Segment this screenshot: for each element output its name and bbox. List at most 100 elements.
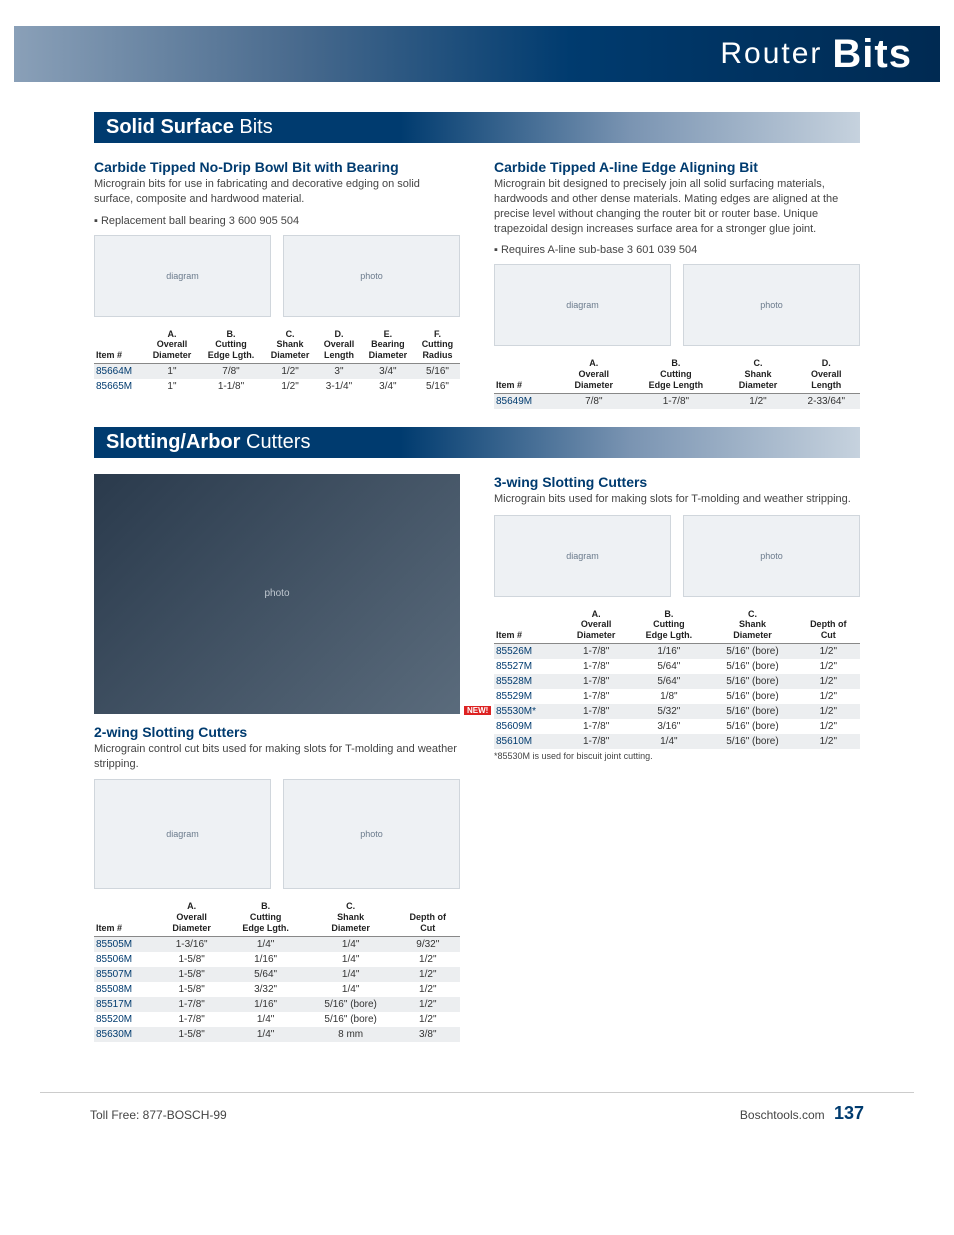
table-row: 85609M1-7/8"3/16"5/16" (bore)1/2" (494, 719, 860, 734)
section-title-light: Bits (234, 116, 273, 138)
table-cell: 2-33/64" (793, 393, 860, 409)
table-cell: 85664M (94, 364, 145, 380)
table-cell: 1/2" (797, 689, 860, 704)
table-row: 85520M1-7/8"1/4"5/16" (bore)1/2" (94, 1012, 460, 1027)
table-cell: 1/2" (263, 379, 317, 394)
table-cell: 1/4" (306, 967, 396, 982)
table-header: B.CuttingEdge Lgth. (199, 327, 263, 364)
table-row: 85649M7/8"1-7/8"1/2"2-33/64" (494, 393, 860, 409)
table-cell: 1/2" (723, 393, 792, 409)
page-header: Router Bits (14, 26, 940, 82)
slotting3-desc: Micrograin bits used for making slots fo… (494, 492, 860, 507)
table-row: 85505M1-3/16"1/4"1/4"9/32" (94, 936, 460, 952)
slotting2-block: photo 2-wing Slotting Cutters Micrograin… (94, 474, 460, 1042)
table-header: C.ShankDiameter (723, 356, 792, 393)
table-cell: 1/4" (225, 1012, 305, 1027)
table-cell: 3/32" (225, 982, 305, 997)
footer-phone: Toll Free: 877-BOSCH-99 (90, 1108, 227, 1122)
table-cell: 1-5/8" (158, 1027, 226, 1042)
table-cell: 9/32" (396, 936, 460, 952)
table-cell: 1/4" (306, 982, 396, 997)
slotting3-sample: photo (683, 515, 860, 597)
slotting-photo: photo (94, 474, 460, 714)
table-cell: 1-1/8" (199, 379, 263, 394)
slotting3-title: 3-wing Slotting Cutters (494, 474, 860, 490)
table-row: 85665M1"1-1/8"1/2"3-1/4"3/4"5/16" (94, 379, 460, 394)
table-cell: 85505M (94, 936, 158, 952)
table-header: B.CuttingEdge Length (628, 356, 723, 393)
slotting2-sample: photo (283, 779, 460, 889)
table-cell: 85649M (494, 393, 559, 409)
nodrip-table: Item #A.OverallDiameterB.CuttingEdge Lgt… (94, 327, 460, 394)
table-header: Item # (494, 356, 559, 393)
nodrip-photo: photo (283, 235, 460, 317)
table-cell: 1/16" (629, 644, 708, 660)
table-cell: 85517M (94, 997, 158, 1012)
table-cell: 3-1/4" (317, 379, 361, 394)
table-cell: 1/2" (797, 674, 860, 689)
table-header: Depth ofCut (396, 899, 460, 936)
table-header: A.OverallDiameter (563, 607, 630, 644)
table-cell: 1/4" (306, 952, 396, 967)
table-cell: 1-3/16" (158, 936, 226, 952)
table-header: A.OverallDiameter (158, 899, 226, 936)
slotting3-diagram: diagram (494, 515, 671, 597)
slotting3-table: Item #A.OverallDiameterB.CuttingEdge Lgt… (494, 607, 860, 749)
page-number: 137 (834, 1103, 864, 1123)
slotting3-block: 3-wing Slotting Cutters Micrograin bits … (494, 474, 860, 1042)
table-row: 85508M1-5/8"3/32"1/4"1/2" (94, 982, 460, 997)
table-cell: 1-7/8" (563, 674, 630, 689)
table-cell: 1-5/8" (158, 967, 226, 982)
nodrip-diagram: diagram (94, 235, 271, 317)
table-cell: NEW!85530M* (494, 704, 563, 719)
table-header: Item # (94, 327, 145, 364)
nodrip-block: Carbide Tipped No-Drip Bowl Bit with Bea… (94, 159, 460, 409)
table-cell: 1/2" (396, 997, 460, 1012)
section2-title-light: Cutters (240, 431, 310, 453)
table-header: B.CuttingEdge Lgth. (629, 607, 708, 644)
table-header: E.BearingDiameter (361, 327, 415, 364)
slotting2-desc: Micrograin control cut bits used for mak… (94, 742, 460, 772)
table-cell: 5/16" (415, 379, 460, 394)
aline-bullet: Requires A-line sub-base 3 601 039 504 (494, 244, 860, 256)
footer-right: Boschtools.com 137 (740, 1103, 864, 1124)
nodrip-bullet: Replacement ball bearing 3 600 905 504 (94, 215, 460, 227)
header-title-bold: Bits (832, 32, 912, 77)
slotting2-table: Item #A.OverallDiameterB.CuttingEdge Lgt… (94, 899, 460, 1041)
table-cell: 5/16" (bore) (306, 1012, 396, 1027)
aline-photo: photo (683, 264, 860, 346)
footer-url: Boschtools.com (740, 1108, 825, 1122)
table-cell: 1/2" (797, 659, 860, 674)
table-cell: 1/2" (263, 364, 317, 380)
table-header: C.ShankDiameter (708, 607, 796, 644)
table-row: 85526M1-7/8"1/16"5/16" (bore)1/2" (494, 644, 860, 660)
table-cell: 1/2" (797, 719, 860, 734)
table-cell: 1/4" (629, 734, 708, 749)
table-cell: 85630M (94, 1027, 158, 1042)
table-cell: 5/16" (bore) (708, 644, 796, 660)
nodrip-desc: Micrograin bits for use in fabricating a… (94, 177, 460, 207)
table-row: 85610M1-7/8"1/4"5/16" (bore)1/2" (494, 734, 860, 749)
table-cell: 1/4" (225, 1027, 305, 1042)
table-header: Item # (494, 607, 563, 644)
table-cell: 1/2" (797, 704, 860, 719)
table-cell: 5/16" (bore) (708, 674, 796, 689)
table-cell: 1/2" (396, 1012, 460, 1027)
table-cell: 3/16" (629, 719, 708, 734)
table-cell: 85610M (494, 734, 563, 749)
table-row: 85529M1-7/8"1/8"5/16" (bore)1/2" (494, 689, 860, 704)
table-row: 85527M1-7/8"5/64"5/16" (bore)1/2" (494, 659, 860, 674)
table-cell: 1/16" (225, 952, 305, 967)
table-cell: 1" (145, 379, 199, 394)
table-cell: 3/4" (361, 379, 415, 394)
table-header: A.OverallDiameter (145, 327, 199, 364)
aline-table: Item #A.OverallDiameterB.CuttingEdge Len… (494, 356, 860, 408)
table-cell: 1-7/8" (628, 393, 723, 409)
table-cell: 85520M (94, 1012, 158, 1027)
table-cell: 5/64" (629, 674, 708, 689)
nodrip-title: Carbide Tipped No-Drip Bowl Bit with Bea… (94, 159, 460, 175)
table-row: 85630M1-5/8"1/4"8 mm3/8" (94, 1027, 460, 1042)
table-cell: 85506M (94, 952, 158, 967)
table-cell: 1" (145, 364, 199, 380)
table-cell: 1-7/8" (158, 1012, 226, 1027)
